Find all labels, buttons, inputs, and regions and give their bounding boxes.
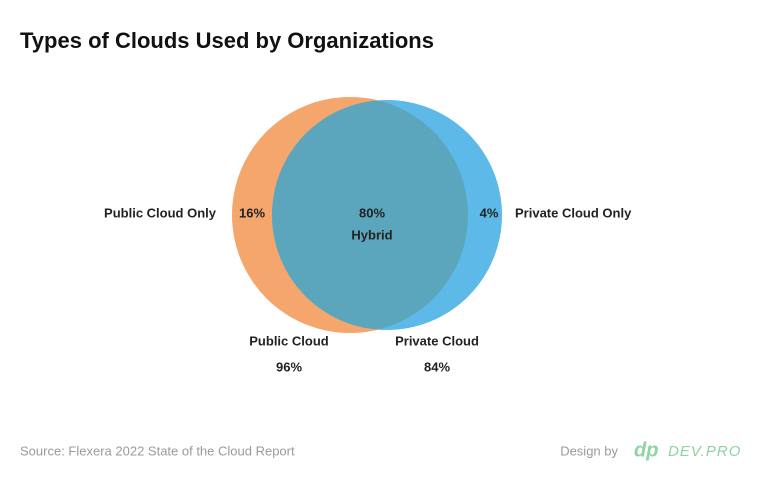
set-name: Private Cloud xyxy=(395,333,479,348)
credit: Design by xyxy=(560,443,618,458)
set-name: Public Cloud xyxy=(249,333,329,348)
region-label: 16% xyxy=(239,205,265,220)
region-name: Hybrid xyxy=(351,227,392,242)
chart-title: Types of Clouds Used by Organizations xyxy=(20,28,434,53)
set-label: 96% xyxy=(276,359,302,374)
venn xyxy=(232,97,502,333)
brand: DEV.PRO xyxy=(668,443,741,460)
region-label: 4% xyxy=(480,205,499,220)
overlap xyxy=(272,100,468,330)
set-label: 84% xyxy=(424,359,450,374)
source: Source: Flexera 2022 State of the Cloud … xyxy=(20,443,295,458)
region-name: Public Cloud Only xyxy=(104,205,217,220)
region-label: 80% xyxy=(359,205,385,220)
logo: dp xyxy=(634,439,658,461)
region-name: Private Cloud Only xyxy=(515,205,632,220)
